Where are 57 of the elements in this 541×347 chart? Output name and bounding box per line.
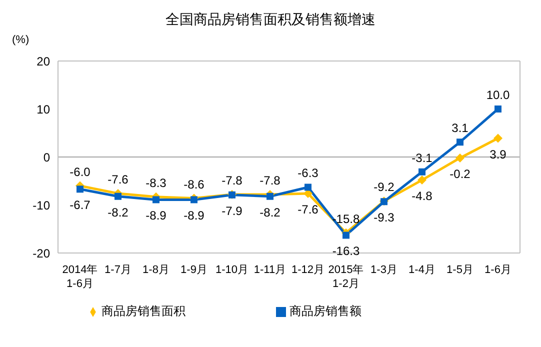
y-tick-label: 10 — [36, 102, 50, 116]
data-label: -7.8 — [222, 173, 243, 188]
y-tick-label: -20 — [32, 246, 50, 260]
legend-label: 商品房销售额 — [290, 304, 362, 318]
point — [342, 232, 350, 239]
point — [418, 176, 426, 185]
data-label: -9.2 — [374, 180, 395, 194]
data-label: -9.3 — [374, 210, 395, 225]
point — [456, 138, 464, 146]
chart-title: 全国商品房销售面积及销售额增速 — [164, 10, 376, 29]
y-tick-label: 0 — [43, 150, 50, 164]
data-label: -3.1 — [412, 150, 433, 165]
data-label: -8.2 — [108, 205, 129, 220]
x-tick-label: 1-8月 — [142, 264, 170, 276]
x-tick-label: 1-11月 — [254, 264, 286, 276]
point — [418, 168, 426, 176]
point — [190, 196, 198, 204]
point — [304, 184, 312, 191]
y-tick-label: 20 — [36, 54, 50, 68]
data-label: -8.2 — [260, 205, 281, 220]
data-label: 10.0 — [486, 88, 510, 102]
legend-label: 商品房销售面积 — [102, 304, 186, 318]
x-tick-label: 1-3月 — [370, 264, 398, 276]
y-axis-title: (%) — [12, 34, 30, 46]
data-label: -6.7 — [70, 198, 91, 212]
data-label: 3.1 — [452, 121, 469, 136]
x-tick-label: 1-12月 — [291, 264, 325, 276]
data-label: -6.0 — [70, 164, 91, 179]
x-tick-label: 2014年 1-6月 — [62, 264, 98, 290]
data-label: -8.9 — [184, 208, 205, 223]
x-tick-label: 1-10月 — [215, 264, 249, 276]
data-label: -0.2 — [450, 166, 471, 181]
data-label: -4.8 — [412, 189, 433, 204]
point — [114, 192, 122, 200]
data-label: -8.6 — [184, 177, 205, 192]
data-label: -8.3 — [146, 176, 167, 190]
x-tick-label: 1-9月 — [180, 264, 208, 276]
point — [266, 192, 274, 200]
point — [494, 134, 502, 143]
point — [456, 153, 464, 162]
x-tick-label: 1-4月 — [408, 264, 436, 276]
point — [494, 106, 502, 112]
data-label: -7.6 — [298, 202, 319, 216]
data-label: -8.9 — [146, 208, 167, 223]
data-label: -7.6 — [108, 172, 129, 186]
data-label: -7.9 — [222, 204, 243, 218]
x-tick-label: 1-6月 — [484, 264, 512, 276]
data-label: -6.3 — [298, 166, 319, 180]
point — [76, 186, 84, 193]
data-label: 3.9 — [490, 147, 507, 162]
y-tick-label: -10 — [32, 198, 50, 212]
x-tick-label: 1-5月 — [446, 264, 474, 276]
x-tick-label: 1-7月 — [104, 264, 132, 276]
point — [152, 196, 160, 204]
data-label: -16.3 — [332, 244, 360, 258]
data-label: -7.8 — [260, 173, 281, 188]
x-tick-label: 2015年 1-2月 — [328, 264, 364, 290]
